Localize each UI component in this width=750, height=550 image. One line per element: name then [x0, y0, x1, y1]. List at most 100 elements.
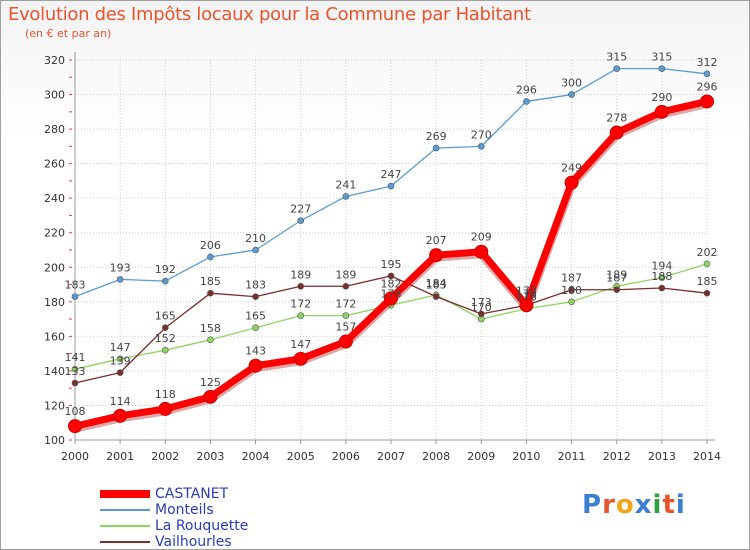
data-point: [68, 419, 82, 434]
data-point: [477, 143, 485, 150]
data-point: [207, 289, 214, 297]
data-point: [519, 298, 534, 313]
data-label: 296: [697, 80, 718, 93]
series-castanet: [68, 94, 714, 434]
legend-swatch: [100, 509, 150, 511]
x-tick-label: 2003: [196, 450, 224, 463]
data-label: 193: [110, 261, 131, 274]
data-label: 206: [200, 239, 221, 252]
data-point: [252, 293, 259, 300]
data-point: [568, 91, 575, 98]
data-label: 315: [651, 51, 672, 64]
x-tick-label: 2002: [151, 450, 179, 463]
logo-letter: i: [675, 490, 686, 520]
data-label: 165: [245, 310, 266, 323]
chart-legend: CASTANET Monteils La Rouquette Vailhourles: [100, 486, 300, 550]
data-point: [342, 282, 350, 290]
data-label: 139: [110, 355, 131, 368]
data-label: 147: [290, 338, 311, 351]
data-point: [523, 98, 530, 105]
data-label: 183: [65, 279, 86, 292]
data-point: [203, 389, 218, 404]
legend-item-monteils: Monteils: [100, 502, 300, 518]
chart-title: Evolution des Impôts locaux pour la Comm…: [8, 4, 531, 25]
data-point: [207, 253, 214, 261]
logo-letter: i: [652, 490, 663, 520]
data-label: 147: [110, 341, 131, 354]
y-tick-label: 100: [44, 434, 65, 447]
data-label: 185: [200, 275, 221, 288]
data-label: 241: [335, 178, 356, 191]
data-label: 189: [335, 268, 356, 281]
data-label: 227: [290, 203, 311, 216]
data-point: [703, 260, 711, 268]
y-tick-label: 280: [44, 123, 65, 136]
data-label: 296: [516, 83, 537, 96]
x-tick-label: 2014: [693, 450, 721, 463]
data-point: [207, 336, 214, 344]
data-point: [654, 104, 669, 119]
logo-letter: x: [634, 490, 653, 520]
data-label: 173: [471, 296, 492, 309]
data-point: [432, 293, 440, 300]
data-label: 141: [65, 351, 86, 364]
data-point: [161, 346, 169, 354]
y-tick-label: 220: [44, 227, 65, 240]
legend-label: CASTANET: [155, 486, 229, 502]
data-label: 184: [426, 277, 447, 290]
data-label: 143: [245, 345, 266, 358]
data-label: 210: [245, 232, 266, 245]
data-label: 269: [426, 130, 447, 143]
y-tick-label: 260: [44, 158, 65, 171]
data-point: [113, 408, 128, 423]
data-point: [658, 284, 666, 292]
y-tick-label: 300: [44, 89, 65, 102]
legend-item-la-rouquette: La Rouquette: [100, 518, 300, 534]
data-point: [703, 70, 711, 78]
data-label: 158: [200, 322, 221, 335]
data-point: [293, 351, 308, 366]
data-label: 133: [65, 365, 86, 378]
data-point: [700, 94, 714, 109]
x-tick-label: 2001: [106, 450, 134, 463]
data-point: [248, 358, 263, 373]
chart-data-labels: 183 193 192 206 210 227 241 247 269 270 296 300 315 3…: [65, 51, 718, 419]
data-label: 300: [561, 77, 582, 90]
data-label: 165: [155, 310, 176, 323]
data-point: [297, 282, 305, 290]
data-point: [703, 289, 711, 297]
data-point: [568, 286, 575, 294]
y-tick-label: 240: [44, 192, 65, 205]
series-vailhourles: [71, 272, 711, 387]
x-tick-label: 2004: [242, 450, 270, 463]
data-label: 278: [606, 112, 627, 125]
data-point: [658, 274, 666, 281]
x-tick-label: 2007: [377, 450, 405, 463]
data-label: 189: [290, 268, 311, 281]
data-label: 270: [471, 128, 492, 141]
data-label: 108: [65, 405, 86, 418]
x-tick-label: 2006: [332, 450, 360, 463]
data-label: 189: [606, 268, 627, 281]
legend-swatch: [100, 490, 150, 498]
data-point: [477, 310, 485, 318]
data-point: [609, 125, 624, 140]
chart-grid: [75, 59, 708, 441]
data-label: 182: [381, 277, 402, 290]
data-label: 152: [155, 332, 176, 345]
chart-axes: 100 120 140 160 180 200 220 240 260 280 300 320 2000…: [44, 52, 721, 463]
x-tick-label: 2000: [61, 450, 89, 463]
y-tick-label: 320: [44, 54, 65, 67]
logo-letter: r: [602, 490, 616, 520]
x-tick-label: 2012: [603, 450, 631, 463]
y-tick-label: 120: [44, 399, 65, 412]
data-label: 194: [651, 260, 672, 273]
logo-letter: o: [615, 490, 635, 520]
data-point: [116, 369, 124, 376]
y-tick-label: 200: [44, 261, 65, 274]
data-point: [342, 312, 350, 319]
data-label: 185: [697, 275, 718, 288]
data-label: 178: [516, 284, 537, 297]
y-tick-label: 180: [44, 296, 65, 309]
chart-subtitle: (en € et par an): [25, 27, 112, 40]
